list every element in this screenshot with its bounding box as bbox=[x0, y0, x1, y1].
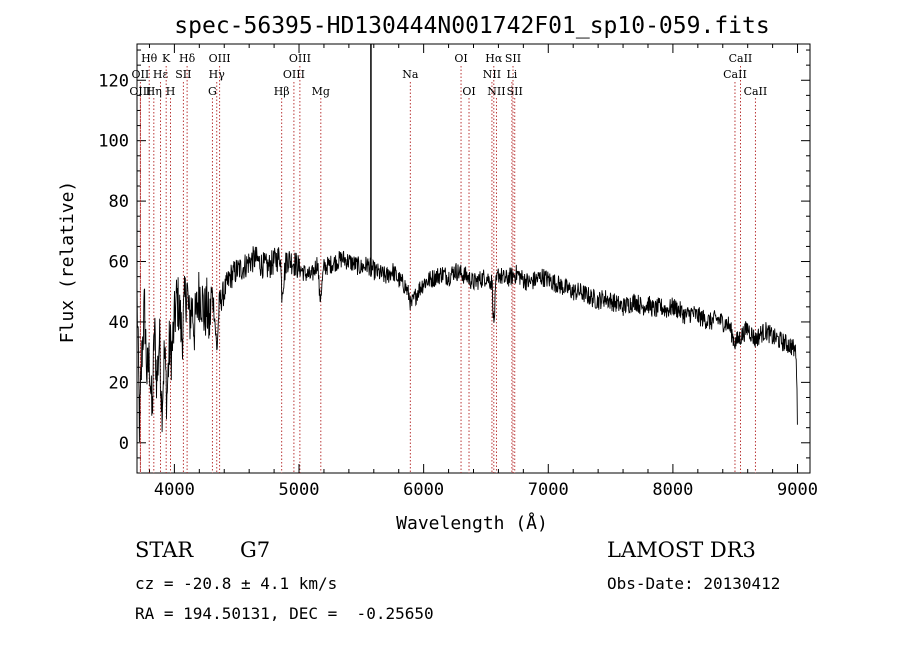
spectral-line-label: G bbox=[208, 85, 217, 98]
x-tick-label: 9000 bbox=[777, 480, 818, 500]
spectral-line-label: OIII bbox=[209, 52, 231, 65]
plot-frame bbox=[136, 43, 811, 474]
spectral-line-label: SII bbox=[507, 85, 523, 98]
x-axis-label: Wavelength (Å) bbox=[396, 512, 548, 534]
spectral-line-label: CaII bbox=[723, 68, 747, 81]
spectral-line-label: Hε bbox=[153, 68, 169, 81]
spectral-line-label: Li bbox=[506, 68, 517, 81]
y-tick-label: 100 bbox=[98, 132, 129, 152]
spectral-line-label: OIII bbox=[283, 68, 305, 81]
spectral-line-label: Hδ bbox=[179, 52, 196, 65]
y-tick-label: 120 bbox=[98, 71, 129, 91]
spectral-line-label: OIII bbox=[289, 52, 311, 65]
redshift-text: cz = -20.8 ± 4.1 km/s bbox=[135, 574, 338, 593]
spectral-line-label: OIII bbox=[129, 85, 151, 98]
spectral-line-label: CaII bbox=[729, 52, 753, 65]
spectral-line-label: SII bbox=[505, 52, 521, 65]
x-tick-label: 8000 bbox=[652, 480, 693, 500]
spectral-line-label: Mg bbox=[312, 85, 330, 98]
object-subclass: G7 bbox=[240, 538, 271, 562]
spectral-line-label: OI bbox=[462, 85, 475, 98]
spectral-line-label: Na bbox=[402, 68, 419, 81]
spectral-line-label: H bbox=[166, 85, 176, 98]
object-class: STAR bbox=[135, 538, 194, 562]
x-tick-label: 6000 bbox=[403, 480, 444, 500]
x-tick-label: 7000 bbox=[528, 480, 569, 500]
plot-area: 4000 5000 6000 7000 8000 9000 0 20 40 60 80 100 120 H… bbox=[98, 43, 818, 500]
obs-date: Obs-Date: 20130412 bbox=[607, 574, 781, 593]
spectral-line-label: SII bbox=[175, 68, 191, 81]
spectral-line-label: Hγ bbox=[209, 68, 226, 81]
y-axis-label: Flux (relative) bbox=[57, 181, 78, 344]
y-tick-label: 0 bbox=[119, 434, 129, 454]
spectral-line-label: K bbox=[162, 52, 171, 65]
spectral-line-label: NII bbox=[487, 85, 505, 98]
survey-name: LAMOST DR3 bbox=[607, 538, 756, 562]
spectral-line-label: OI bbox=[454, 52, 467, 65]
spectral-line-label: Hη bbox=[146, 85, 162, 98]
x-tick-label: 5000 bbox=[279, 480, 320, 500]
spectral-line-label: Hθ bbox=[141, 52, 158, 65]
spectral-line-label: Hα bbox=[485, 52, 503, 65]
spectral-line-label: NII bbox=[483, 68, 501, 81]
y-tick-label: 80 bbox=[109, 192, 129, 212]
spectral-line-label: Hβ bbox=[274, 85, 290, 98]
y-tick-label: 60 bbox=[109, 253, 129, 273]
coordinates: RA = 194.50131, DEC = -0.25650 bbox=[135, 604, 434, 623]
y-tick-label: 40 bbox=[109, 313, 129, 333]
y-tick-label: 20 bbox=[109, 373, 129, 393]
x-tick-label: 4000 bbox=[154, 480, 195, 500]
spectrum-line bbox=[136, 246, 798, 443]
spectral-line-label: OII bbox=[132, 68, 150, 81]
spectral-line-label: CaII bbox=[744, 85, 768, 98]
chart-title: spec-56395-HD130444N001742F01_sp10-059.f… bbox=[174, 13, 769, 39]
